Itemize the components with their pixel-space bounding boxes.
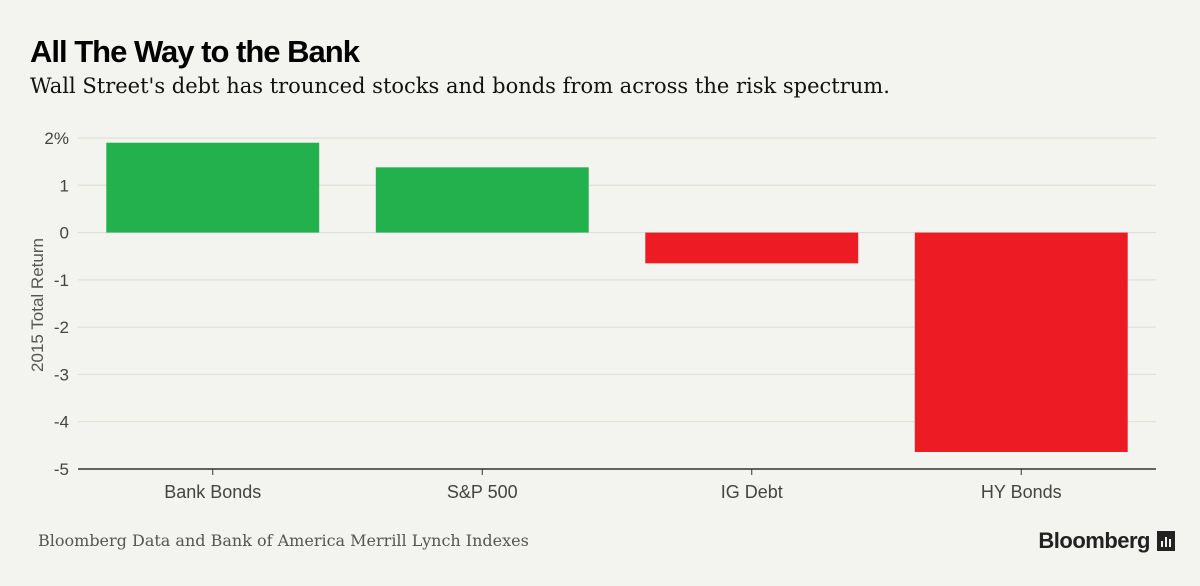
bloomberg-logo: Bloomberg bbox=[1038, 528, 1150, 553]
y-tick-label: -4 bbox=[54, 413, 69, 432]
bar-s-p-500 bbox=[375, 167, 589, 233]
chart-subtitle: Wall Street's debt has trounced stocks a… bbox=[30, 74, 890, 98]
y-axis-label: 2015 Total Return bbox=[28, 238, 47, 372]
x-tick-label: HY Bonds bbox=[981, 482, 1062, 502]
x-tick-labels: Bank Bonds S&P 500 IG Debt HY Bonds bbox=[164, 469, 1062, 502]
chart-bars-icon bbox=[1157, 531, 1175, 551]
x-tick-label: S&P 500 bbox=[447, 482, 518, 502]
y-tick-label: -3 bbox=[54, 365, 69, 384]
y-tick-label: -1 bbox=[54, 271, 69, 290]
bar-bank-bonds bbox=[106, 142, 320, 233]
y-tick-label: -2 bbox=[54, 318, 69, 337]
y-tick-label: 1 bbox=[60, 176, 69, 195]
y-tick-label: 2% bbox=[44, 129, 69, 148]
y-tick-label: 0 bbox=[60, 224, 69, 243]
y-tick-label: -5 bbox=[54, 460, 69, 479]
source-note: Bloomberg Data and Bank of America Merri… bbox=[38, 531, 529, 550]
x-tick-label: Bank Bonds bbox=[164, 482, 261, 502]
y-tick-labels: 2% 1 0 -1 -2 -3 -4 -5 bbox=[44, 129, 69, 479]
chart-title: All The Way to the Bank bbox=[30, 34, 360, 69]
x-tick-label: IG Debt bbox=[721, 482, 783, 502]
bar-hy-bonds bbox=[914, 232, 1128, 452]
bar-ig-debt bbox=[645, 232, 859, 264]
bars bbox=[106, 142, 1128, 452]
